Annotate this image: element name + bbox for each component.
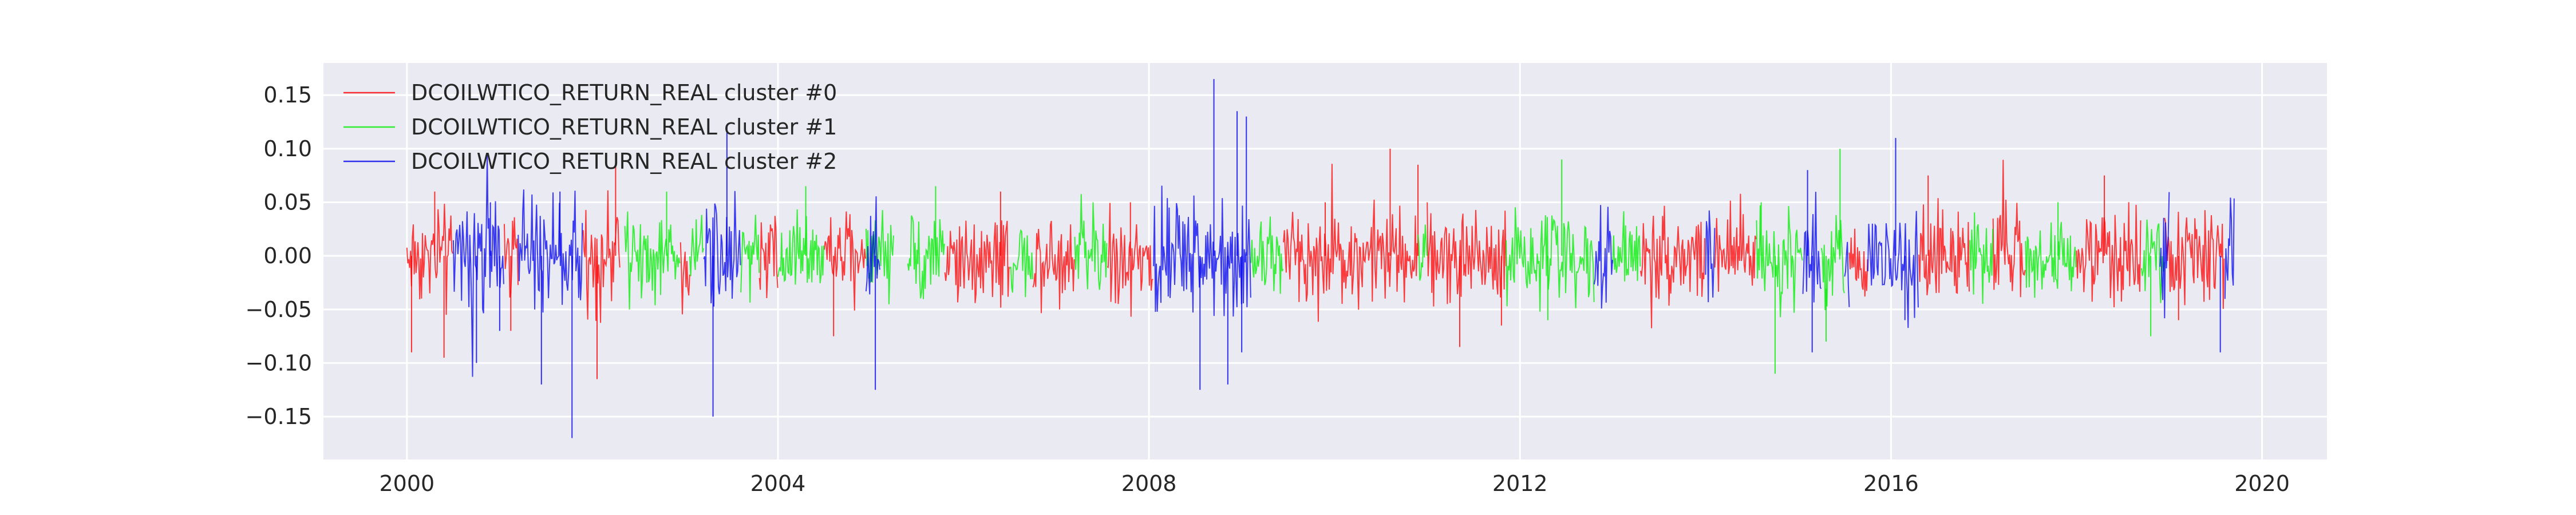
series-0-segment [1427,202,1507,307]
series-1-segment [1506,207,1595,312]
series-2-segment [452,153,504,377]
series-0-segment [582,190,621,323]
series-2-segment [2224,197,2235,299]
series-0-segment [1714,193,1757,292]
legend-label-0: DCOILWTICO_RETURN_REAL cluster #0 [411,80,837,105]
x-tick-label: 2016 [1863,471,1919,496]
x-tick-label: 2020 [2234,471,2290,496]
series-1-segment [1756,205,1803,318]
series-0-segment [406,204,453,315]
x-tick-label: 2008 [1121,471,1177,496]
y-tick-label: −0.15 [246,404,312,429]
series-1-segment [1969,212,1994,304]
series-0-segment [1032,220,1075,314]
series-1-segment [865,210,894,304]
series-0-segment [1283,164,1418,322]
series-2-segment [1802,192,1822,303]
series-1-segment [2025,221,2077,298]
y-tick-label: −0.10 [246,350,312,375]
series-0-segment [824,211,866,311]
series-2-segment [517,189,583,313]
y-tick-label: 0.05 [263,189,312,215]
x-axis: 2000 2004 2008 2012 2016 2020 [379,471,2289,496]
series-2-segment [2159,192,2170,319]
x-tick-label: 2012 [1492,471,1548,496]
series-0-segment [2164,210,2225,309]
series-0-segment [1992,160,2026,298]
legend: DCOILWTICO_RETURN_REAL cluster #0 DCOILWT… [343,80,837,174]
series-0-segment [679,242,690,315]
legend-label-2: DCOILWTICO_RETURN_REAL cluster #2 [411,149,837,174]
series-1-segment [1074,194,1108,290]
series-1-segment [740,215,760,303]
x-tick-label: 2000 [379,471,434,496]
series-1-segment [1612,211,1641,282]
series-1-segment [1009,229,1034,298]
series-1-segment [907,215,945,299]
series-2-segment [1705,210,1716,303]
y-tick-label: 0.10 [263,136,312,161]
series-0-segment [944,220,1010,308]
legend-label-1: DCOILWTICO_RETURN_REAL cluster #1 [411,114,837,140]
series-2-segment [1844,241,1850,307]
y-tick-label: 0.15 [263,82,312,108]
series-layer [406,79,2235,438]
series-2 [452,79,2235,438]
series-0-segment [1918,198,1970,296]
series-1-segment [777,209,824,285]
series-2-segment [1153,185,1251,317]
series-1-segment [1250,216,1284,294]
series-2-segment [865,196,880,295]
series-1-segment [689,215,704,276]
series-2-segment [703,191,741,307]
series-1-segment [1417,224,1428,281]
series-1-segment [2140,219,2165,303]
series-0-segment [1848,228,1868,297]
series-2-segment [1867,211,1919,328]
series-1-segment [624,211,681,310]
x-tick-label: 2004 [750,471,806,496]
series-0-segment [2076,202,2142,308]
y-tick-label: −0.05 [246,297,312,322]
y-tick-label: 0.00 [263,243,312,268]
series-2-segment [1593,205,1613,309]
y-axis: 0.15 0.10 0.05 0.00 −0.05 −0.10 −0.15 [246,82,312,429]
series-0-segment [1639,205,1705,328]
series-0-segment [758,216,779,299]
series-1 [624,148,2165,374]
series-0 [406,148,2225,379]
